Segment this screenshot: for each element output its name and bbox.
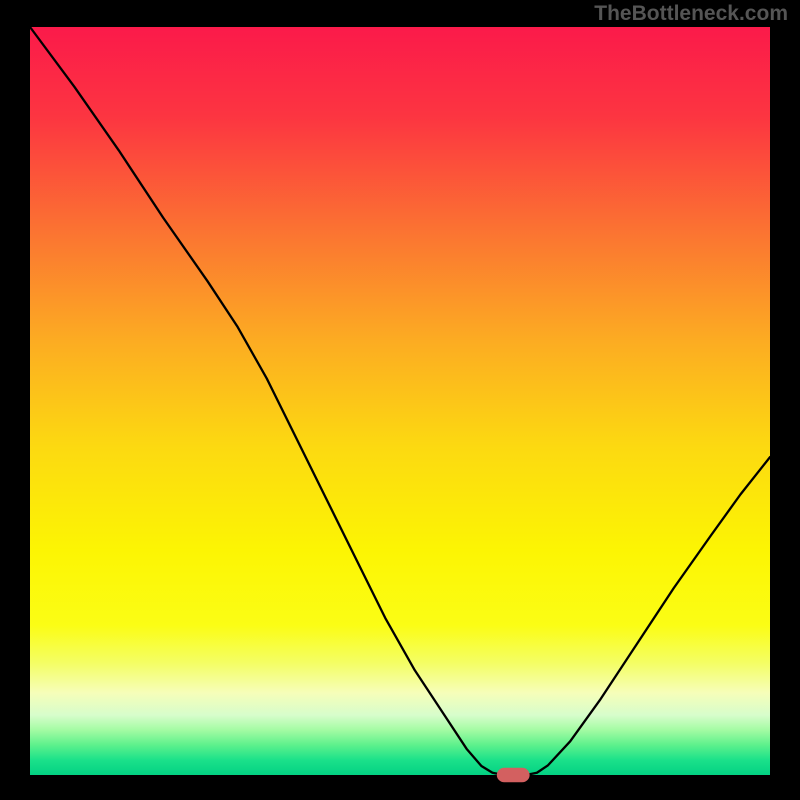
bottleneck-chart — [0, 0, 800, 800]
plot-background — [30, 27, 770, 775]
optimal-marker — [497, 768, 529, 781]
attribution-label: TheBottleneck.com — [594, 2, 788, 26]
chart-container: TheBottleneck.com — [0, 0, 800, 800]
